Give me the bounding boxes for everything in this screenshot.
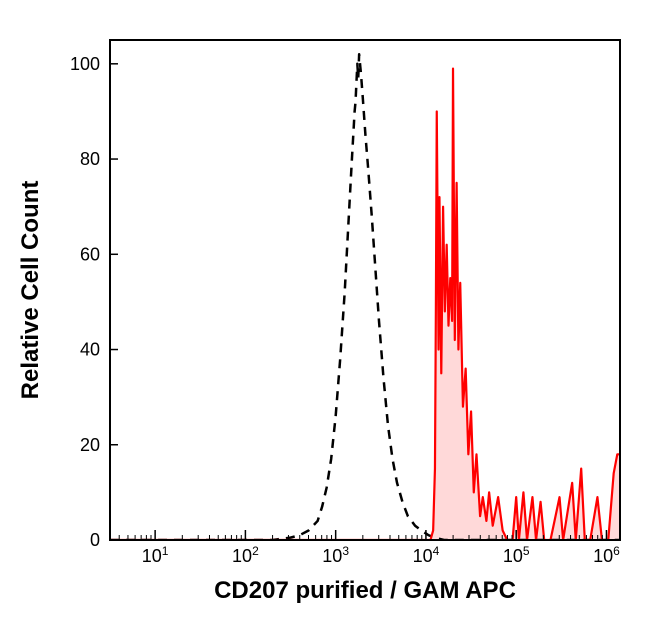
ytick-label: 80 — [80, 149, 100, 169]
ytick-label: 100 — [70, 54, 100, 74]
x-axis-label: CD207 purified / GAM APC — [214, 577, 516, 604]
ytick-label: 60 — [80, 244, 100, 264]
ytick-label: 40 — [80, 340, 100, 360]
histogram-chart: 101102103104105106020406080100CD207 puri… — [0, 0, 646, 641]
ytick-label: 0 — [90, 530, 100, 550]
y-axis-label: Relative Cell Count — [17, 181, 44, 400]
ytick-label: 20 — [80, 435, 100, 455]
